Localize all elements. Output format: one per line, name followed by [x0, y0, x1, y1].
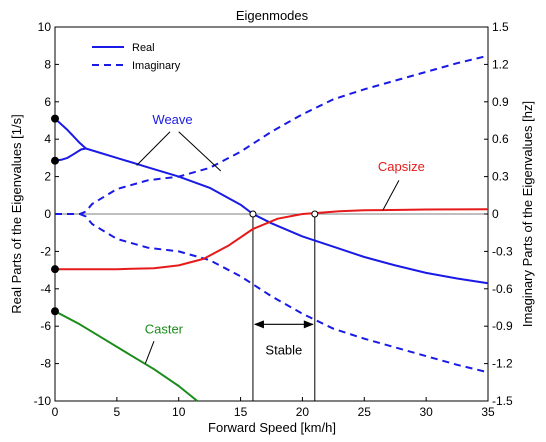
y2-tick-label: 0.9 [492, 95, 509, 109]
y2-tick-label: 1.2 [492, 57, 509, 71]
y-tick-label: 6 [44, 95, 51, 109]
start-point-marker [51, 307, 59, 316]
chart-title: Eigenmodes [236, 8, 309, 23]
legend: Real Imaginary [92, 42, 181, 72]
capsize-real-line [55, 208, 489, 271]
weave-pointer [178, 131, 222, 172]
legend-label: Imaginary [132, 60, 181, 72]
y-tick-label: 0 [44, 207, 51, 221]
annotations-layer: Weave Capsize Caster Stable [136, 112, 425, 364]
y-tick-label: -4 [40, 282, 51, 296]
y2-axis-label: Imaginary Parts of the Eigenvalues [hz] [520, 101, 535, 327]
y2-axis-ticks: -1.5 -1.2 -0.9 -0.6 -0.3 0 0.3 0.6 0.9 1.2 1.5 [484, 20, 513, 408]
stable-arrowhead-right [303, 320, 314, 329]
x-tick-label: 15 [234, 405, 248, 419]
y-tick-label: 10 [38, 20, 52, 34]
weave-pointer [136, 131, 171, 166]
y-tick-label: -6 [40, 319, 51, 333]
y2-tick-label: -0.3 [492, 244, 513, 258]
legend-label: Real [132, 42, 155, 54]
stability-boundary-marker [249, 210, 257, 218]
y-axis-label: Real Parts of the Eigenvalues [1/s] [9, 114, 24, 313]
y2-tick-label: 0.6 [492, 132, 509, 146]
start-point-marker [51, 114, 59, 123]
stable-label: Stable [265, 342, 302, 357]
weave-imaginary-line [55, 54, 489, 215]
stability-boundary-marker [311, 210, 319, 218]
y-tick-label: -10 [34, 394, 52, 408]
start-point-marker [51, 265, 59, 274]
x-tick-label: 35 [481, 405, 495, 419]
caster-label: Caster [145, 322, 184, 337]
x-tick-label: 25 [358, 405, 372, 419]
x-axis-ticks: 0 5 10 15 20 25 30 35 [52, 397, 495, 419]
x-tick-label: 10 [172, 405, 186, 419]
x-tick-label: 30 [419, 405, 433, 419]
weave-imaginary-line [79, 213, 489, 374]
y-tick-label: 4 [44, 132, 51, 146]
y2-tick-label: 1.5 [492, 20, 509, 34]
x-tick-label: 0 [52, 405, 59, 419]
series-layer [54, 54, 489, 402]
caster-pointer [144, 340, 155, 364]
y-tick-label: -2 [40, 244, 51, 258]
y-tick-label: 8 [44, 57, 51, 71]
x-tick-label: 20 [296, 405, 310, 419]
stable-arrowhead-left [253, 320, 264, 329]
y2-tick-label: 0.3 [492, 170, 509, 184]
capsize-pointer [382, 180, 400, 211]
capsize-label: Capsize [378, 159, 425, 174]
y-tick-label: -8 [40, 357, 51, 371]
y-tick-label: 2 [44, 170, 51, 184]
y2-tick-label: -0.6 [492, 282, 513, 296]
point-markers-layer [51, 114, 319, 316]
stability-boundary-lines [252, 214, 316, 401]
weave-real-line [85, 147, 489, 285]
y2-tick-label: -1.5 [492, 394, 513, 408]
y2-tick-label: 0 [492, 207, 499, 221]
y2-tick-label: -1.2 [492, 357, 513, 371]
weave-label: Weave [152, 112, 192, 127]
caster-real-line [54, 310, 198, 402]
y2-tick-label: -0.9 [492, 319, 513, 333]
x-axis-label: Forward Speed [km/h] [208, 420, 336, 435]
x-tick-label: 5 [114, 405, 121, 419]
start-point-marker [51, 156, 59, 165]
y-axis-ticks: -10 -8 -6 -4 -2 0 2 4 6 8 10 [34, 20, 59, 408]
